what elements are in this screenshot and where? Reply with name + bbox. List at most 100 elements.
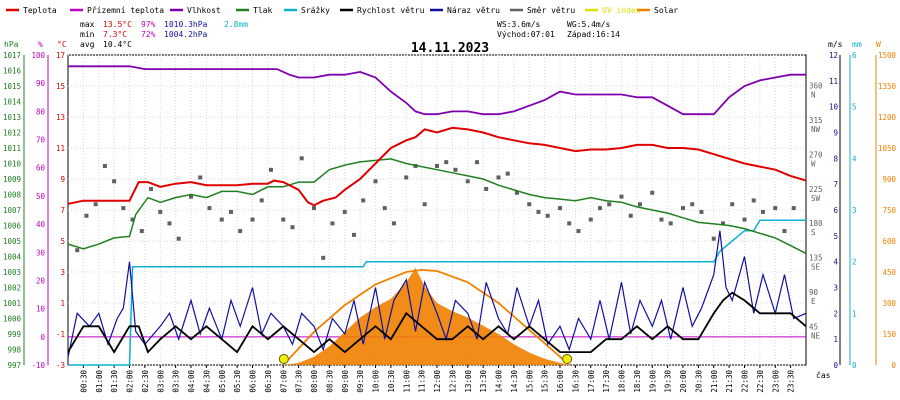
series-dir-point (742, 217, 747, 222)
axis-dir-tick-value: 270 (809, 150, 823, 159)
legend-label-temp: Teplota (23, 6, 57, 15)
x-tick-label: 16:30 (571, 370, 580, 393)
series-dir-point (158, 209, 163, 214)
axis-ms-tick-label: 12 (829, 51, 838, 60)
axis-temp-tick-label: 7 (60, 206, 65, 215)
axis-w-tick-label: 750 (882, 206, 896, 215)
series-dir-point (391, 221, 396, 226)
axis-hpa-tick-label: 997 (7, 361, 21, 370)
series-dir-point (259, 198, 264, 203)
x-tick-label: 03:30 (172, 370, 181, 393)
info-sunrise: Východ:07:01 (497, 30, 555, 39)
legend-label-uv: UV index (602, 6, 641, 15)
axis-w-tick-label: 0 (891, 361, 896, 370)
x-tick-label: 17:00 (587, 370, 596, 393)
x-tick-label: 13:30 (479, 370, 488, 393)
axis-w-tick-label: 1050 (878, 144, 897, 153)
series-dir-point (139, 229, 144, 234)
sun-marker (278, 354, 289, 364)
axis-dir-tick-value: 180 (809, 219, 823, 228)
text-layer: 14.11.2023 Teplota Přízemní teplota Vlhkos… (6, 6, 678, 56)
series-dir-point (711, 236, 716, 241)
series-dir-point (484, 186, 489, 191)
series-dir-point (536, 209, 541, 214)
axis-mm-tick-label: 3 (852, 206, 857, 215)
x-tick-label: 16:00 (556, 370, 565, 393)
x-tick-label: 14:00 (495, 370, 504, 393)
axis-temp-tick-label: 17 (56, 51, 65, 60)
series-dir-point (690, 202, 695, 207)
axis-pct-tick-label: 0 (40, 333, 45, 342)
x-tick-label: 12:30 (448, 370, 457, 393)
axis-dir-tick-label: SE (811, 263, 821, 272)
series-press-line (67, 158, 807, 255)
series-dir-point (404, 175, 409, 180)
stats-max-hum: 97% (141, 20, 156, 29)
x-tick-label: 15:00 (525, 370, 534, 393)
axis-ms-tick-label: 5 (833, 232, 838, 241)
x-tick-label: 09:00 (341, 370, 350, 393)
axis-hpa-tick-label: 1013 (3, 113, 21, 122)
axis-temp-tick-label: -3 (56, 361, 65, 370)
x-tick-label: 03:00 (156, 370, 165, 393)
series-dir-point (474, 160, 479, 165)
series-dir-point (730, 202, 735, 207)
stats-max-rain: 2.8mm (224, 20, 248, 29)
axis-dir-tick-value: 225 (809, 185, 823, 194)
axis-mm-unit: mm (852, 40, 862, 49)
axis-ms-tick-label: 7 (833, 180, 838, 189)
x-tick-label: 01:30 (110, 370, 119, 393)
axis-w-tick-label: 600 (882, 237, 896, 246)
series-dir-point (130, 217, 135, 222)
series-dir-point (250, 217, 255, 222)
legend-label-feels: Přízemní teplota (87, 6, 164, 15)
axis-hpa-tick-label: 1012 (3, 129, 21, 138)
x-tick-label: 05:00 (218, 370, 227, 393)
axis-w-tick-label: 1500 (878, 51, 897, 60)
series-dir-point (681, 206, 685, 211)
axis-mm-tick-label: 2 (852, 258, 857, 267)
x-tick-label: 11:30 (418, 370, 427, 393)
x-tick-label: 02:00 (126, 370, 135, 393)
info-ws: WS:3.6m/s (497, 20, 541, 29)
series-dir-point (121, 206, 126, 211)
series-dir-point (189, 194, 193, 199)
series-dir-point (773, 206, 778, 211)
axis-hpa-tick-label: 999 (7, 330, 21, 339)
axis-hpa-tick-label: 1009 (3, 175, 21, 184)
axis-temp-tick-label: 5 (60, 237, 65, 246)
axis-hpa-tick-label: 1001 (3, 299, 21, 308)
x-tick-label: 06:00 (249, 370, 258, 393)
series-dir-point (588, 217, 593, 222)
axis-pct-tick-label: -10 (31, 361, 45, 370)
series-dir-point (514, 190, 519, 195)
series-dir-point (268, 167, 273, 172)
x-axis-label: čas (816, 370, 831, 380)
series-dir-point (699, 209, 704, 214)
axis-w-tick-label: 1200 (878, 113, 897, 122)
axis-hpa-tick-label: 1002 (3, 284, 21, 293)
info-sunset: Západ:16:14 (567, 30, 620, 39)
axis-dir-tick-label: NE (811, 332, 821, 341)
series-dir-point (567, 221, 572, 226)
series-dir-point (619, 194, 624, 199)
series-dir-point (93, 202, 98, 207)
axis-hpa-tick-label: 1010 (3, 160, 22, 169)
series-temp-line (67, 126, 807, 207)
axis-temp-tick-label: -1 (56, 330, 65, 339)
chart-title: 14.11.2023 (411, 41, 489, 56)
series-dir-point (75, 248, 80, 253)
series-dir-point (435, 163, 439, 168)
axis-ms-tick-label: 1 (833, 335, 838, 344)
series-solar-area (283, 267, 570, 365)
stats-max-label: max (80, 20, 95, 29)
series-dir-point (238, 229, 243, 234)
axis-mm-tick-label: 4 (852, 154, 857, 163)
axis-ms-tick-label: 10 (829, 103, 839, 112)
axis-w-tick-label: 1350 (878, 82, 897, 91)
axis-hpa-tick-label: 1017 (3, 51, 21, 60)
series-dir-point (558, 206, 562, 211)
axis-ms-tick-label: 9 (833, 129, 838, 138)
axis-hpa-tick-label: 1000 (3, 315, 22, 324)
axis-temp-tick-label: 15 (56, 82, 65, 91)
